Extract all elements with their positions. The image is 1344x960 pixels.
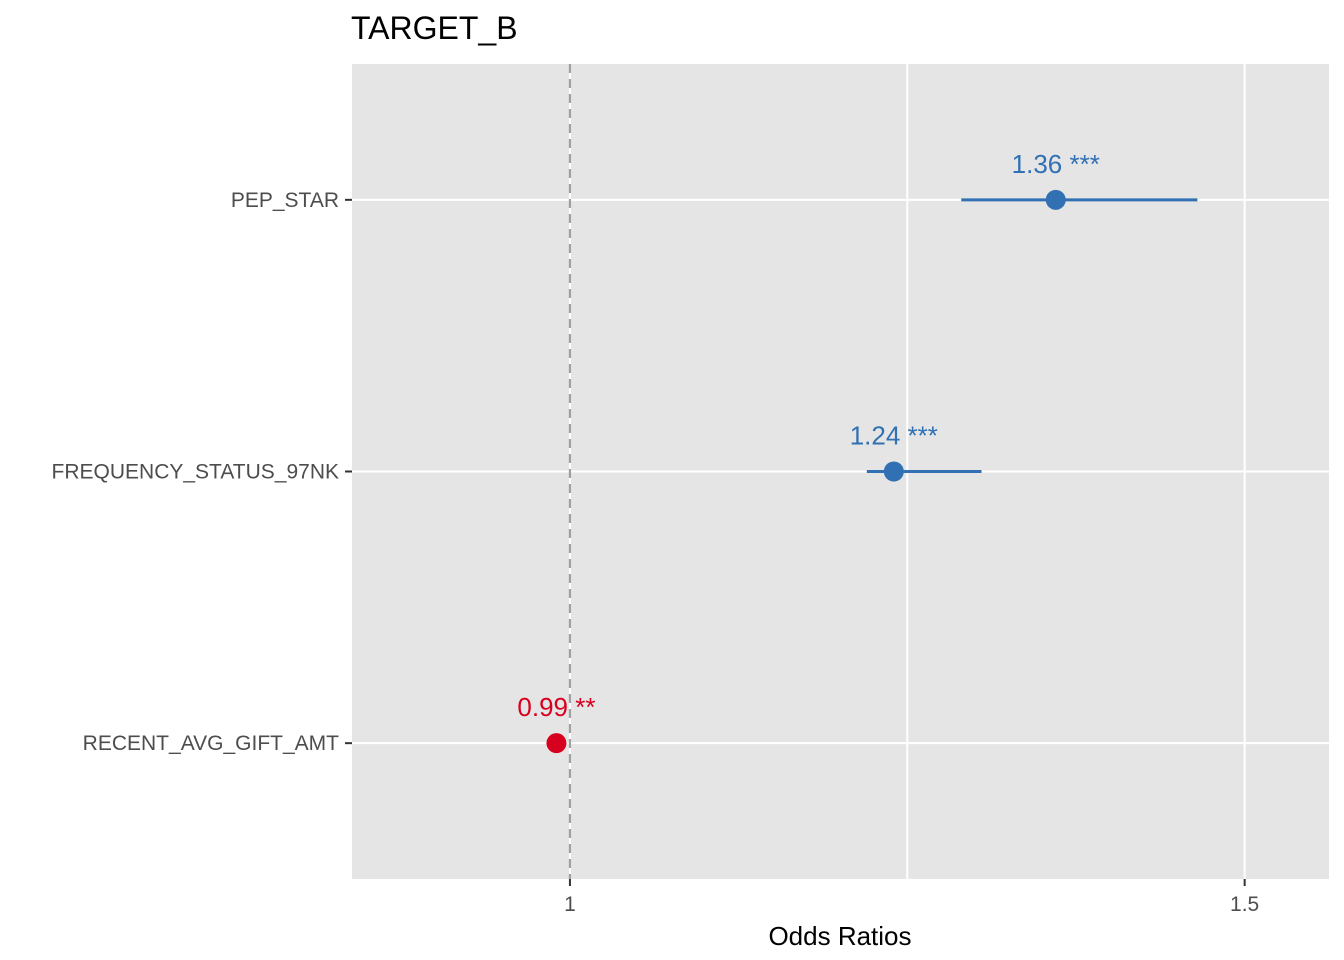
y-tick-label: RECENT_AVG_GIFT_AMT <box>83 732 339 755</box>
y-tick-label: FREQUENCY_STATUS_97NK <box>52 461 339 484</box>
data-label: 1.36 *** <box>1012 149 1100 179</box>
axis-layer: 1 1.5 PEP_STAR FREQUENCY_STATUS_97NK RECENT_… <box>52 189 1260 916</box>
y-tick-label: PEP_STAR <box>231 189 339 212</box>
chart-title: TARGET_B <box>351 10 518 46</box>
estimate-point <box>1045 189 1066 210</box>
data-label: 1.24 *** <box>850 421 938 451</box>
estimate-point <box>883 461 904 482</box>
data-label: 0.99 ** <box>517 692 595 722</box>
data-layer: 1.36 *** 1.24 *** 0.99 ** <box>517 149 1198 754</box>
estimate-point <box>546 733 567 754</box>
x-tick-label: 1.5 <box>1230 893 1259 916</box>
x-tick-label: 1 <box>564 893 576 916</box>
x-axis-label: Odds Ratios <box>768 921 911 951</box>
